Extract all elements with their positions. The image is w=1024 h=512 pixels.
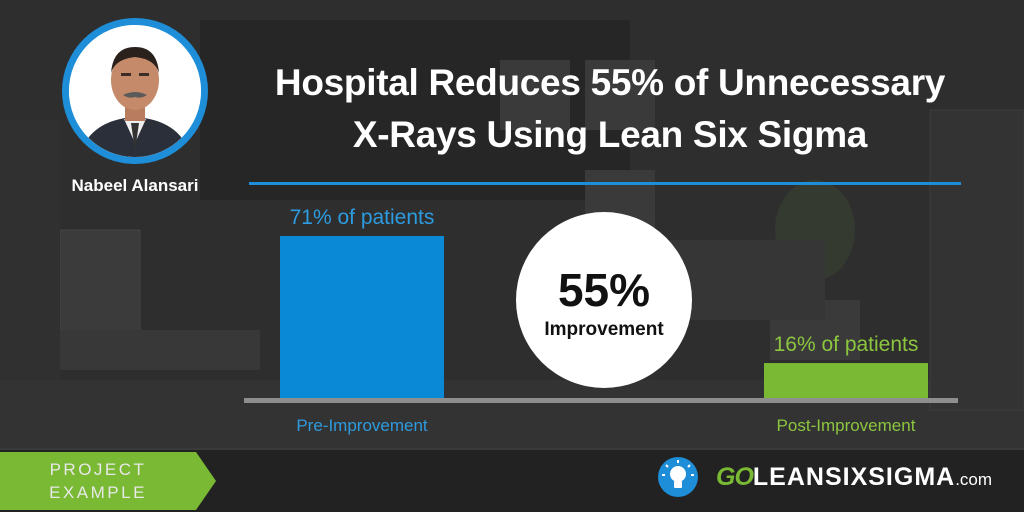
avatar <box>69 25 201 157</box>
lightbulb-icon <box>658 457 698 497</box>
logo-go: GO <box>716 463 754 491</box>
bar-pre-improvement <box>280 235 444 400</box>
project-example-tag <box>0 452 216 510</box>
logo-suffix: .com <box>955 470 993 489</box>
tag-label-line-2: EXAMPLE <box>49 483 147 502</box>
logo-main: LEANSIXSIGMA <box>752 463 956 491</box>
callout-label: Improvement <box>544 319 664 340</box>
category-label: Post-Improvement <box>777 416 916 435</box>
improvement-callout-circle <box>516 212 692 388</box>
category-label: Pre-Improvement <box>296 416 428 435</box>
data-label: 71% of patients <box>290 206 435 229</box>
author-name: Nabeel Alansari <box>71 176 199 195</box>
brand-logo[interactable]: GOLEANSIXSIGMA.com <box>716 463 992 492</box>
data-label: 16% of patients <box>774 333 919 356</box>
tag-label-line-1: PROJECT <box>49 460 147 479</box>
callout-value: 55% <box>558 264 650 316</box>
page-title-line-2: X-Rays Using Lean Six Sigma <box>352 114 868 155</box>
bar-post-improvement <box>764 363 928 400</box>
x-axis-baseline <box>244 398 958 403</box>
footer-divider <box>0 448 1024 450</box>
title-divider <box>249 182 961 185</box>
person-portrait-icon <box>69 25 201 157</box>
page-title-line-1: Hospital Reduces 55% of Unnecessary <box>274 62 946 103</box>
